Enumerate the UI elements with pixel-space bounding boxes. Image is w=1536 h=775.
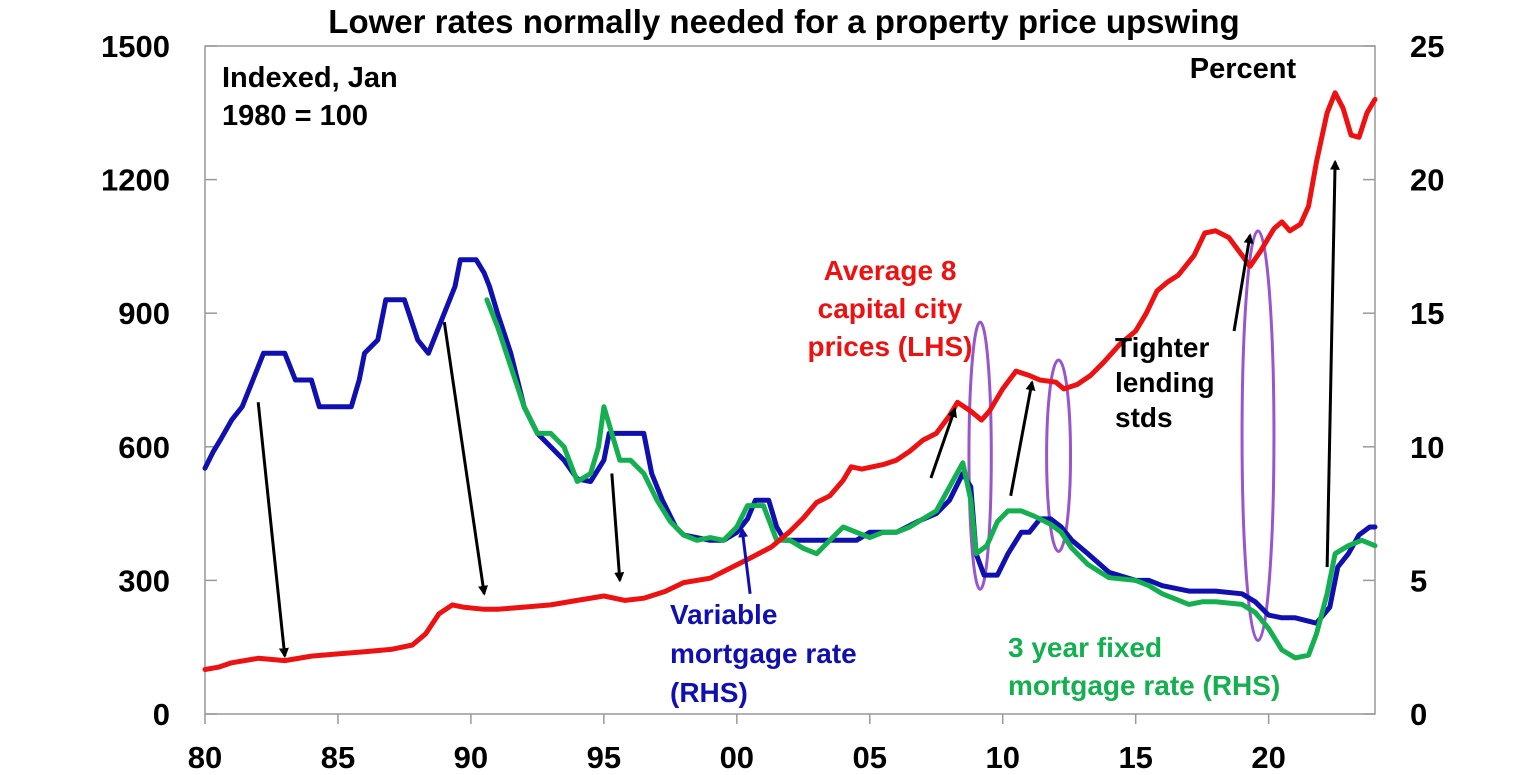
annotation-arrow bbox=[256, 402, 289, 659]
series-line-prices bbox=[202, 90, 1378, 672]
x-tick-label: 05 bbox=[853, 740, 887, 775]
variable-label-line-1: Variable bbox=[670, 599, 777, 630]
prices-label-line-2: capital city bbox=[818, 293, 963, 324]
highlight-ellipse bbox=[967, 320, 993, 591]
plot-frame bbox=[204, 45, 1376, 715]
variable-label: Variable mortgage rate (RHS) bbox=[670, 599, 857, 708]
lending-label-line-1: Tighter bbox=[1115, 332, 1209, 363]
x-tick-label: 10 bbox=[985, 740, 1019, 775]
x-tick-label: 00 bbox=[720, 740, 754, 775]
x-tick-label: 15 bbox=[1118, 740, 1152, 775]
series-group bbox=[202, 90, 1378, 672]
fixed-label-line-2: mortgage rate (RHS) bbox=[1008, 670, 1280, 701]
right-tick-label: 5 bbox=[1410, 563, 1427, 598]
fixed-label-line-1: 3 year fixed bbox=[1008, 632, 1162, 663]
annotation-arrow bbox=[442, 321, 488, 596]
x-tick-label: 95 bbox=[587, 740, 621, 775]
series-line-variable bbox=[202, 257, 1378, 626]
left-tick-label: 1200 bbox=[101, 163, 170, 198]
left-axis: 0 300 600 900 1200 1500 bbox=[101, 29, 217, 732]
right-axis: 0 5 10 15 20 25 bbox=[1363, 29, 1444, 732]
right-axis-note: Percent bbox=[1190, 53, 1297, 85]
x-tick-label: 90 bbox=[454, 740, 488, 775]
annotation-arrow bbox=[738, 527, 752, 594]
lending-label-line-3: stds bbox=[1115, 402, 1173, 433]
left-axis-note-line-2: 1980 = 100 bbox=[222, 100, 368, 132]
left-tick-label: 300 bbox=[118, 563, 170, 598]
left-tick-label: 900 bbox=[118, 296, 170, 331]
x-axis: 80 85 90 95 00 05 10 15 20 bbox=[188, 714, 1286, 775]
right-tick-label: 10 bbox=[1410, 430, 1444, 465]
annotation-arrow bbox=[929, 407, 957, 479]
left-tick-label: 600 bbox=[118, 430, 170, 465]
right-tick-label: 0 bbox=[1410, 697, 1427, 732]
lending-label: Tighter lending stds bbox=[1115, 332, 1215, 433]
left-tick-label: 1500 bbox=[101, 29, 170, 64]
right-tick-label: 25 bbox=[1410, 29, 1444, 64]
x-tick-label: 20 bbox=[1251, 740, 1285, 775]
fixed-label: 3 year fixed mortgage rate (RHS) bbox=[1008, 632, 1280, 701]
arrow-group bbox=[256, 159, 1340, 659]
series-line-fixed bbox=[484, 297, 1378, 661]
highlight-ellipse bbox=[1240, 229, 1276, 643]
prices-label-line-1: Average 8 bbox=[824, 255, 957, 286]
prices-label-line-3: prices (LHS) bbox=[808, 331, 973, 362]
lending-label-line-2: lending bbox=[1115, 367, 1215, 398]
left-axis-note-line-1: Indexed, Jan bbox=[222, 62, 398, 94]
x-tick-label: 80 bbox=[188, 740, 222, 775]
annotation-arrow bbox=[1232, 233, 1254, 332]
right-tick-label: 15 bbox=[1410, 296, 1444, 331]
chart-title: Lower rates normally needed for a proper… bbox=[328, 3, 1239, 40]
prices-label: Average 8 capital city prices (LHS) bbox=[808, 255, 973, 362]
ellipse-group bbox=[967, 229, 1276, 643]
annotation-arrow bbox=[1325, 159, 1340, 568]
right-tick-label: 20 bbox=[1410, 163, 1444, 198]
annotation-arrow bbox=[1009, 380, 1036, 497]
x-tick-label: 85 bbox=[321, 740, 355, 775]
highlight-ellipse bbox=[1045, 358, 1073, 553]
annotation-arrow bbox=[610, 473, 625, 583]
left-tick-label: 0 bbox=[153, 697, 170, 732]
variable-label-line-2: mortgage rate bbox=[670, 638, 857, 669]
variable-label-line-3: (RHS) bbox=[670, 677, 748, 708]
